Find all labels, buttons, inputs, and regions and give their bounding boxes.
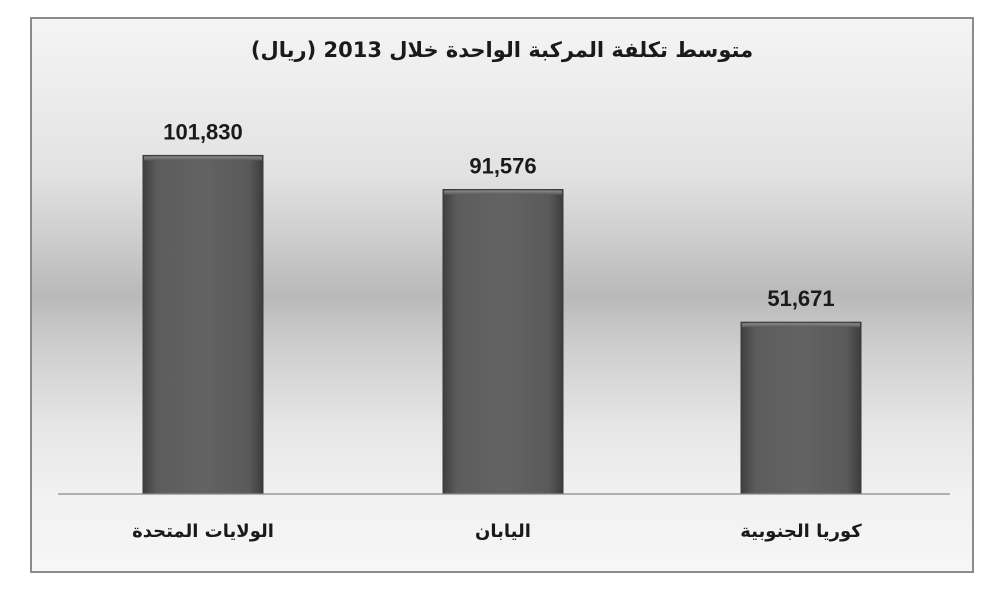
chart-title: متوسط تكلفة المركبة الواحدة خلال 2013 (ر… <box>251 38 753 62</box>
value-label-2: 91,576 <box>469 154 536 179</box>
bar-1 <box>142 154 264 495</box>
bar-1-highlight <box>144 156 262 161</box>
category-label-3: كوريا الجنوبية <box>740 521 862 542</box>
bars-layer <box>142 154 862 495</box>
value-label-1: 101,830 <box>163 119 243 144</box>
category-label-2: اليابان <box>475 521 531 542</box>
bar-2 <box>442 189 564 495</box>
category-label-1: الولايات المتحدة <box>132 521 274 542</box>
bar-3-highlight <box>742 323 860 328</box>
bar-2-highlight <box>444 190 562 195</box>
value-label-3: 51,671 <box>767 286 834 311</box>
bar-3 <box>740 321 862 495</box>
labels-layer: 101,830 الولايات المتحدة 91,576 اليابان 51,6… <box>132 119 862 542</box>
